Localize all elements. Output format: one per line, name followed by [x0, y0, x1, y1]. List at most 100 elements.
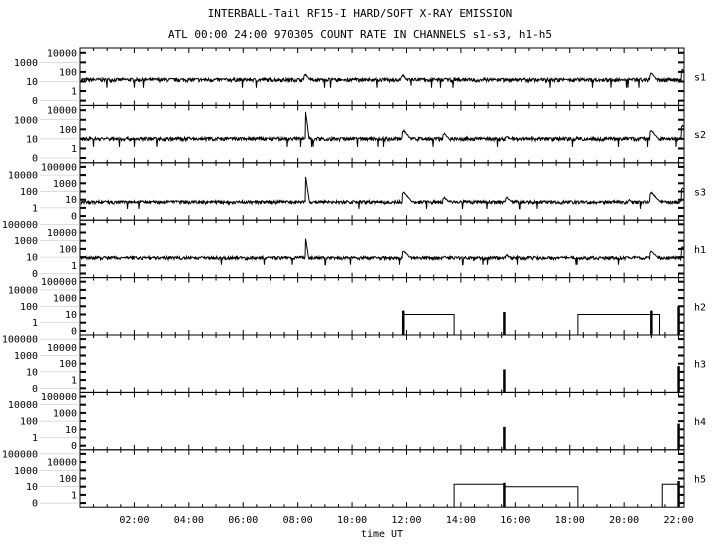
- y-tick-label: 1000: [14, 351, 38, 362]
- series-s3: [80, 176, 684, 210]
- y-tick-label: 1000: [14, 58, 38, 69]
- x-tick-label: 16:00: [500, 515, 530, 526]
- y-tick-label: 1: [71, 144, 77, 155]
- y-tick-label: 100000: [2, 449, 38, 460]
- y-tick-label: 10000: [47, 228, 77, 239]
- panel-label-h3: h3: [694, 360, 706, 371]
- y-tick-label: 0: [32, 269, 38, 280]
- x-tick-label: 22:00: [664, 515, 694, 526]
- x-tick-label: 06:00: [228, 515, 258, 526]
- y-tick-label: 10: [26, 367, 38, 378]
- series-h5-box: [453, 483, 505, 508]
- panel-frame: [79, 162, 685, 221]
- panel-label-s3: s3: [694, 188, 706, 199]
- y-tick-label: 100000: [2, 335, 38, 346]
- y-tick-label: 100: [20, 187, 38, 198]
- panel-label-h4: h4: [694, 417, 706, 428]
- y-tick-label: 100: [59, 125, 77, 136]
- y-tick-label: 1000: [53, 408, 77, 419]
- y-tick-label: 1: [71, 261, 77, 272]
- y-tick-label: 0: [71, 212, 77, 223]
- y-tick-label: 1: [71, 490, 77, 501]
- y-tick-label: 0: [71, 441, 77, 452]
- x-tick-label: 04:00: [174, 515, 204, 526]
- y-tick-label: 100: [59, 474, 77, 485]
- panel-label-s2: s2: [694, 130, 706, 141]
- panel-frame: [79, 219, 685, 279]
- x-tick-label: 12:00: [391, 515, 421, 526]
- x-tick-label: 14:00: [446, 515, 476, 526]
- x-tick-label: 02:00: [119, 515, 149, 526]
- y-tick-label: 1: [71, 376, 77, 387]
- panel-frame: [79, 104, 685, 164]
- y-tick-label: 10000: [47, 48, 77, 59]
- y-tick-label: 1000: [14, 115, 38, 126]
- y-tick-label: 10: [26, 482, 38, 493]
- panel-label-s1: s1: [694, 73, 706, 84]
- x-axis-label: time UT: [361, 529, 403, 540]
- y-tick-label: 0: [32, 384, 38, 395]
- y-tick-label: 10000: [8, 171, 38, 182]
- y-tick-label: 10: [26, 134, 38, 145]
- y-tick-label: 10: [65, 310, 77, 321]
- y-tick-label: 10: [26, 77, 38, 88]
- y-tick-label: 10000: [8, 285, 38, 296]
- y-tick-label: 0: [32, 96, 38, 107]
- y-tick-label: 100: [59, 359, 77, 370]
- y-tick-label: 1000: [14, 236, 38, 247]
- y-tick-label: 1000: [14, 466, 38, 477]
- panel-frame: [79, 277, 685, 336]
- y-tick-label: 0: [32, 499, 38, 510]
- y-tick-label: 10000: [47, 106, 77, 117]
- chart-title: INTERBALL-Tail RF15-I HARD/SOFT X-RAY EM…: [207, 7, 513, 20]
- x-tick-label: 08:00: [283, 515, 313, 526]
- y-tick-label: 0: [71, 326, 77, 337]
- panel-frame: [79, 47, 685, 106]
- panel-frame: [79, 334, 685, 393]
- panel-frame: [79, 391, 685, 451]
- series-s1: [80, 68, 684, 88]
- y-tick-label: 1000: [53, 294, 77, 305]
- series-h1: [80, 238, 684, 266]
- series-h5-box: [661, 483, 680, 508]
- y-tick-label: 100: [20, 417, 38, 428]
- y-tick-label: 10: [65, 425, 77, 436]
- panel-frame: [79, 449, 685, 508]
- x-tick-label: 10:00: [337, 515, 367, 526]
- series-h2-box: [403, 314, 455, 335]
- y-tick-label: 1: [32, 203, 38, 214]
- y-tick-label: 10000: [47, 458, 77, 469]
- y-tick-label: 10000: [47, 343, 77, 354]
- y-tick-label: 1: [32, 318, 38, 329]
- y-tick-label: 0: [32, 154, 38, 165]
- x-tick-label: 20:00: [609, 515, 639, 526]
- y-tick-label: 100000: [41, 392, 77, 403]
- y-tick-label: 100: [59, 67, 77, 78]
- series-s2: [80, 111, 684, 147]
- y-tick-label: 100: [20, 302, 38, 313]
- y-tick-label: 100000: [2, 220, 38, 231]
- y-tick-label: 100000: [41, 162, 77, 173]
- y-tick-label: 1000: [53, 179, 77, 190]
- series-h2-box: [577, 314, 661, 335]
- panel-label-h5: h5: [694, 475, 706, 486]
- y-tick-label: 1: [71, 87, 77, 98]
- y-tick-label: 10000: [8, 400, 38, 411]
- chart-subtitle: ATL 00:00 24:00 970305 COUNT RATE IN CHA…: [167, 28, 553, 41]
- y-tick-label: 10: [26, 253, 38, 264]
- y-tick-label: 1: [32, 433, 38, 444]
- y-tick-label: 100: [59, 244, 77, 255]
- y-tick-label: 100000: [41, 277, 77, 288]
- panel-label-h1: h1: [694, 245, 706, 256]
- x-tick-label: 18:00: [555, 515, 585, 526]
- panel-label-h2: h2: [694, 302, 706, 313]
